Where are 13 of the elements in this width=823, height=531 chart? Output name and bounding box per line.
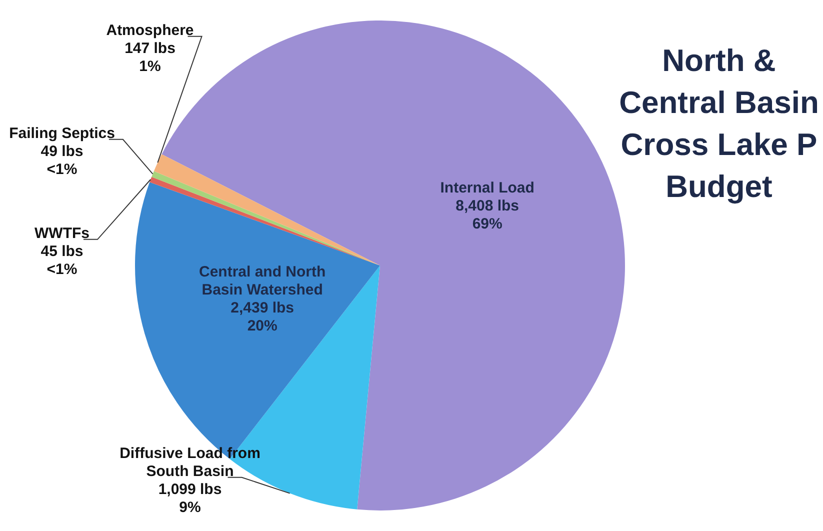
text: North & Central Basin Cross Lake P Budget — [619, 42, 819, 206]
data-label: 147 lbs 1% — [124, 40, 176, 76]
data-label: 8,408 lbs 69% — [456, 198, 520, 233]
slice-label: Internal Load — [440, 180, 534, 197]
slice-label: WWTFs — [34, 225, 90, 242]
data-label: 2,439 lbs 20% — [230, 300, 294, 335]
slice-label: Atmosphere — [106, 22, 194, 40]
data-label: 45 lbs <1% — [40, 243, 84, 278]
slice-label: Failing Septics — [9, 125, 115, 142]
data-label: 49 lbs <1% — [40, 143, 84, 178]
slice-label: Central and North Basin Watershed — [198, 264, 326, 299]
data-label: 1,099 lbs 9% — [158, 481, 222, 516]
slice-label: Diffusive Load from South Basin — [120, 445, 260, 480]
